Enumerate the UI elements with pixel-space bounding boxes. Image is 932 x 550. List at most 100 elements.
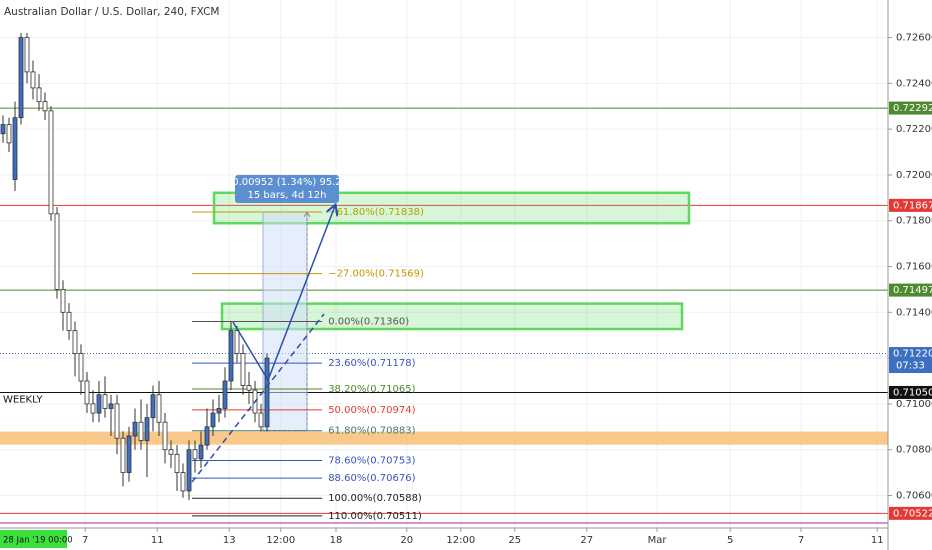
- x-tick-label: 5: [727, 535, 733, 546]
- fib-label: 0.00%(0.71360): [328, 316, 409, 327]
- candle-body: [150, 394, 156, 419]
- candle-body: [30, 71, 36, 89]
- measure-tooltip: [235, 175, 339, 204]
- candle-body: [198, 444, 204, 460]
- candle-body: [96, 394, 102, 414]
- crosshair-label: 28 Jan '19 00:00: [3, 536, 73, 546]
- candle-body: [234, 330, 240, 354]
- candle-body: [66, 311, 72, 332]
- candle-body: [192, 449, 198, 460]
- x-tick-label: 12:00: [446, 535, 475, 546]
- crosshair-label-bg: [0, 530, 67, 548]
- fib-label: −61.80%(0.71838): [328, 207, 424, 218]
- candle-body: [48, 110, 54, 215]
- candle-body: [180, 472, 186, 492]
- x-tick-label: 13: [223, 535, 236, 546]
- candle-body: [102, 394, 108, 409]
- measure-text: 15 bars, 4d 12h: [247, 190, 326, 201]
- candle-body: [84, 380, 90, 405]
- price-label: 0.71050: [893, 387, 932, 398]
- candle-body: [78, 353, 84, 382]
- candle-body: [18, 37, 24, 119]
- price-sublabel: 07:33: [896, 361, 925, 372]
- candle-body: [168, 449, 174, 455]
- candle-body: [36, 87, 42, 103]
- fib-label: 110.00%(0.70511): [328, 511, 422, 522]
- price-label-bg: [889, 198, 932, 212]
- x-tick-label: 20: [400, 535, 413, 546]
- price-label-bg: [889, 101, 932, 115]
- candle-body: [138, 421, 144, 441]
- candle-body: [12, 117, 18, 180]
- trend-arrow: [232, 206, 335, 382]
- price-label: 0.71220: [893, 349, 932, 360]
- candle-body: [42, 101, 48, 112]
- fib-label: 100.00%(0.70588): [328, 493, 422, 504]
- candle-body: [246, 385, 252, 391]
- candle-body: [162, 421, 168, 451]
- x-tick-label: Mar: [648, 535, 668, 546]
- fib-label: 23.60%(0.71178): [328, 358, 415, 369]
- candle-body: [120, 437, 126, 473]
- fib-label: 50.00%(0.70974): [328, 405, 415, 416]
- candle-body: [216, 408, 222, 414]
- y-tick-label: 0.70600: [896, 490, 932, 501]
- candle-body: [240, 353, 246, 386]
- plot-area: −61.80%(0.71838) −27.00%(0.71569) 0.00%(0.…: [0, 0, 888, 528]
- candle-body: [108, 403, 114, 409]
- price-label-bg: [889, 385, 932, 399]
- line-name: WEEKLY: [3, 394, 43, 405]
- candle-body: [60, 289, 66, 313]
- candle-body: [54, 213, 60, 290]
- price-label: 0.70522: [893, 508, 932, 519]
- candle-body: [264, 357, 270, 428]
- chart-title: Australian Dollar / U.S. Dollar, 240, FX…: [4, 6, 219, 18]
- price-label: 0.71497: [893, 285, 932, 296]
- candle-body: [228, 330, 234, 382]
- x-tick-label: 11: [151, 535, 164, 546]
- x-tick-label: 25: [508, 535, 521, 546]
- fib-label: −27.00%(0.71569): [328, 269, 424, 280]
- measure-text: 0.00952 (1.34%) 95.2: [232, 177, 342, 188]
- candle-body: [90, 403, 96, 414]
- x-tick-label: 7: [82, 535, 88, 546]
- candle-body: [258, 412, 264, 428]
- candle-body: [132, 421, 138, 437]
- x-tick-label: 12:00: [266, 535, 295, 546]
- price-label-bg: [889, 347, 932, 374]
- candle-body: [186, 449, 192, 492]
- x-tick-label: 7: [798, 535, 804, 546]
- candle-body: [144, 417, 150, 441]
- overlay: 0.00952 (1.34%) 95.2 15 bars, 4d 12h: [232, 175, 342, 204]
- candle-body: [0, 124, 6, 135]
- price-label-bg: [889, 506, 932, 520]
- candle-body: [24, 37, 30, 73]
- x-tick-label: 18: [330, 535, 343, 546]
- price-label-bg: [889, 283, 932, 297]
- candle-body: [204, 426, 210, 446]
- candle-body: [222, 380, 228, 409]
- trend-dashed: [191, 313, 325, 483]
- price-label: 0.71867: [893, 200, 932, 211]
- x-tick-label: 11: [871, 535, 884, 546]
- candle-body: [72, 330, 78, 354]
- fib-label: 88.60%(0.70676): [328, 473, 415, 484]
- x-tick-label: 27: [580, 535, 593, 546]
- fib-label: 38.20%(0.71065): [328, 384, 415, 395]
- candle-body: [210, 412, 216, 428]
- price-label: 0.72292: [893, 103, 932, 114]
- fib-label: 61.80%(0.70883): [328, 426, 415, 437]
- candle-body: [156, 394, 162, 423]
- candle-body: [174, 453, 180, 473]
- candle-body: [6, 124, 12, 144]
